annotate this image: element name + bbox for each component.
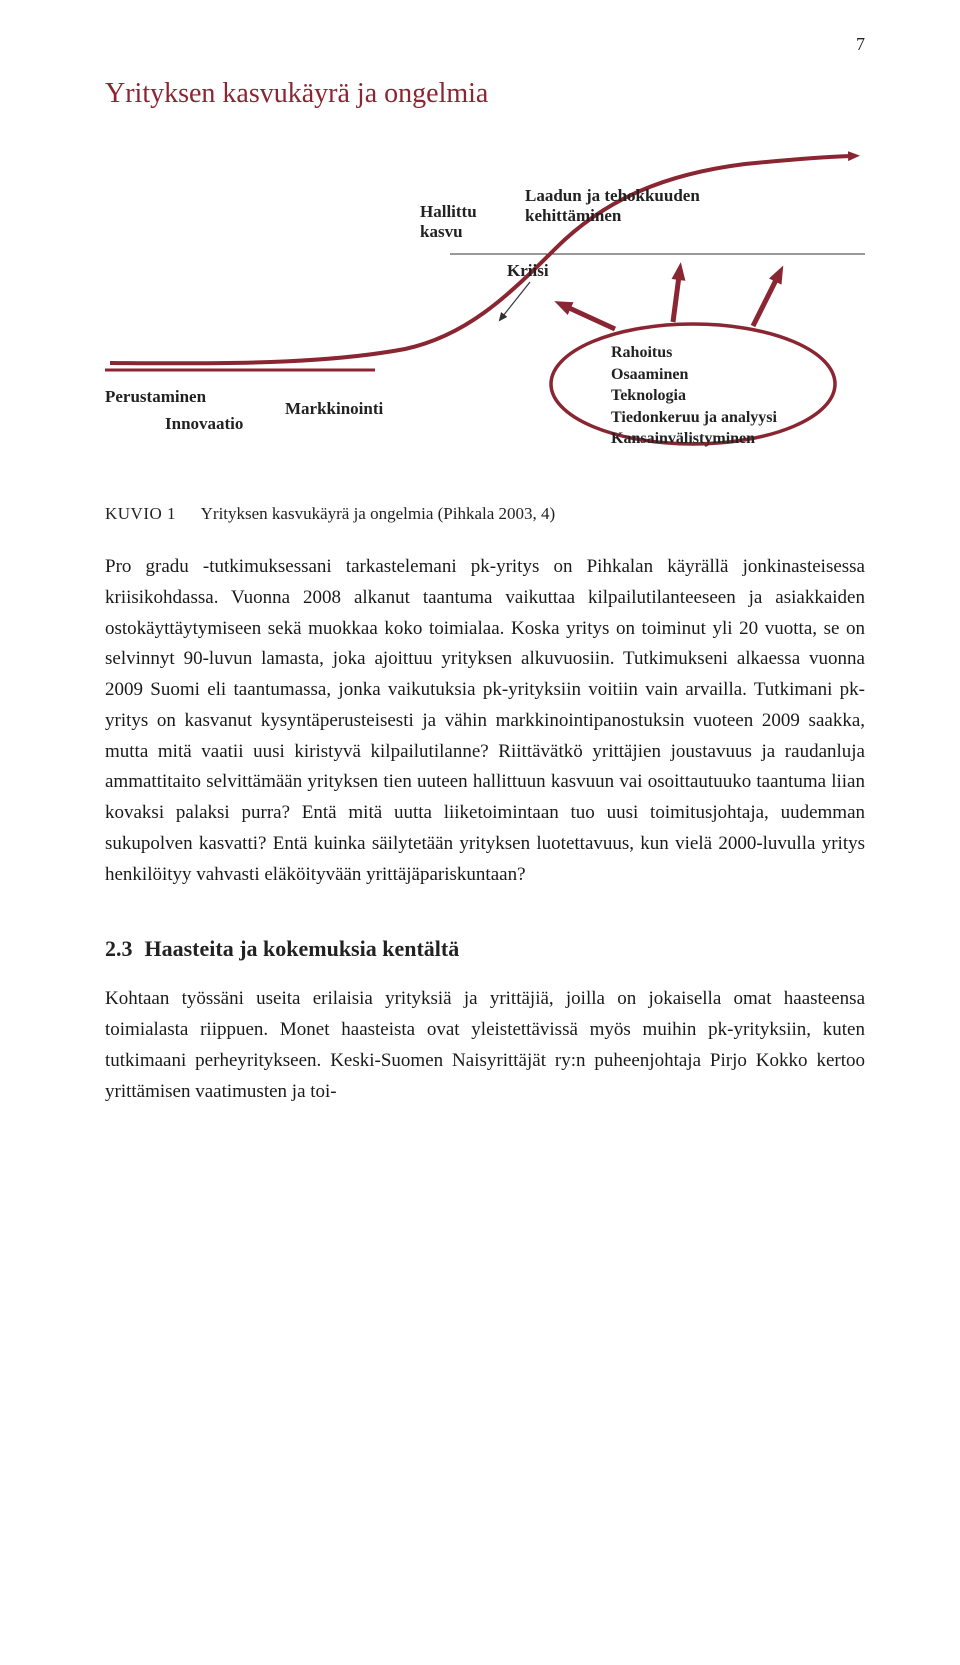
figure-label: KUVIO 1 <box>105 504 197 524</box>
label-hallittu-1: Hallittu <box>420 202 477 222</box>
ellipse-line-5: Kansainvälistyminen <box>611 428 777 450</box>
label-perustaminen: Perustaminen <box>105 387 206 407</box>
ellipse-line-1: Rahoitus <box>611 342 777 364</box>
label-innovaatio: Innovaatio <box>165 414 243 434</box>
figure-caption: KUVIO 1 Yrityksen kasvukäyrä ja ongelmia… <box>105 504 865 524</box>
section-heading: 2.3 Haasteita ja kokemuksia kentältä <box>105 936 865 962</box>
red-arrow-3 <box>753 278 777 326</box>
red-arrow-2 <box>673 276 679 322</box>
label-hallittu-2: kasvu <box>420 222 463 242</box>
body-paragraph-1: Pro gradu -tutkimuksessani tarkasteleman… <box>105 552 865 890</box>
page-number: 7 <box>856 34 865 55</box>
red-arrow-1 <box>567 307 615 329</box>
label-laadun-1: Laadun ja tehokkuuden <box>525 186 700 206</box>
label-kriisi: Kriisi <box>507 261 549 281</box>
ellipse-line-4: Tiedonkeruu ja analyysi <box>611 407 777 429</box>
ellipse-line-3: Teknologia <box>611 385 777 407</box>
section-number: 2.3 <box>105 936 133 962</box>
document-page: 7 Yrityksen kasvukäyrä ja ongelmia <box>0 0 960 1665</box>
label-laadun-2: kehittäminen <box>525 206 621 226</box>
diagram-title: Yrityksen kasvukäyrä ja ongelmia <box>105 78 865 110</box>
growth-curve-diagram: Perustaminen Innovaatio Markkinointi Hal… <box>105 124 865 484</box>
body-paragraph-2: Kohtaan työssäni useita erilaisia yrityk… <box>105 984 865 1107</box>
figure-text: Yrityksen kasvukäyrä ja ongelmia (Pihkal… <box>201 504 556 523</box>
ellipse-line-2: Osaaminen <box>611 364 777 386</box>
section-title: Haasteita ja kokemuksia kentältä <box>145 936 460 961</box>
label-markkinointi: Markkinointi <box>285 399 383 419</box>
ellipse-text: Rahoitus Osaaminen Teknologia Tiedonkeru… <box>611 342 777 450</box>
